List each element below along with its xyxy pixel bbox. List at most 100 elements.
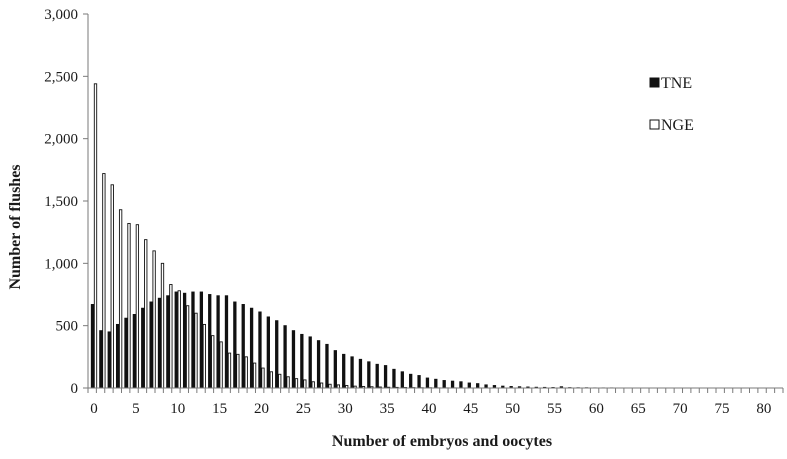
bar-tne [476,383,480,389]
bar-tne [182,292,187,389]
y-tick-label: 0 [71,381,79,397]
bar-nge [211,335,215,389]
bar-tne [358,358,363,389]
bar-tne [224,295,229,389]
x-tick-label: 40 [421,401,436,417]
bar-nge [219,341,223,389]
x-tick-label: 20 [254,401,269,417]
bar-nge [110,184,114,389]
bar-tne [132,314,137,389]
bar-tne [333,350,337,389]
bar-tne [375,363,379,389]
x-tick-label: 0 [90,401,98,417]
x-axis-title: Number of embryos and oocytes [332,433,552,450]
bar-tne [467,382,471,389]
bar-nge [118,209,123,389]
legend-label-nge: NGE [661,117,694,134]
bar-nge [294,378,299,389]
bar-tne [325,343,329,389]
bar-nge [328,383,332,389]
bar-nge [311,381,315,389]
bar-nge [169,284,173,389]
x-tick-label: 15 [212,401,227,417]
bar-tne [392,368,396,389]
bar-tne [350,356,354,389]
x-tick-label: 5 [132,401,140,417]
bar-nge [152,250,156,389]
bar-tne [291,330,296,389]
x-tick-label: 30 [338,401,353,417]
x-tick-label: 25 [296,401,311,417]
bar-tne [166,295,170,389]
bar-tne [90,304,95,389]
x-tick-label: 75 [715,401,730,417]
bar-tne [115,323,120,389]
bar-tne [400,371,404,389]
bar-tne [191,291,195,389]
x-tick-label: 60 [589,401,604,417]
x-axis-ticks: 0 5 10 15 20 25 30 35 40 45 50 55 60 65 70 75 80 [87,388,784,417]
y-axis-title: Number of flushes [7,164,24,289]
bar-tne [459,381,463,389]
bar-nge [144,239,148,389]
x-tick-label: 55 [547,401,562,417]
bar-tne [417,375,421,389]
bar-nge [160,262,165,389]
x-tick-label: 80 [756,401,771,417]
bar-nge [102,173,106,389]
bar-tne [266,316,270,389]
bar-tne [383,365,388,389]
bar-tne [258,311,262,389]
bar-nge [177,290,181,389]
bar-nge [319,382,324,389]
bar-tne [157,297,162,389]
bar-nge [244,356,248,389]
bar-tne [241,304,245,389]
bar-tne [199,291,204,389]
x-tick-label: 70 [673,401,688,417]
bar-tne [208,294,212,389]
x-tick-label: 50 [505,401,520,417]
y-tick-label: 2,000 [44,132,78,148]
bar-tne [249,307,254,389]
bar-nge [185,305,190,389]
bar-tne [107,331,111,389]
bar-tne [308,336,312,389]
x-tick-label: 35 [380,401,395,417]
y-tick-label: 500 [56,319,79,335]
y-tick-label: 1,000 [44,256,78,272]
y-tick-label: 1,500 [44,194,78,210]
bar-tne [283,325,287,389]
legend-swatch-nge [649,119,660,130]
legend: TNE NGE [649,75,694,134]
bar-nge [303,379,307,389]
bar-tne [149,301,153,389]
legend-label-tne: TNE [661,75,692,92]
bar-nge [135,224,140,389]
bar-tne [216,295,220,389]
bar-tne [367,361,371,389]
bar-nge [252,362,257,389]
bar-tne [409,373,413,389]
bar-tne [275,320,279,389]
bar-nge [236,353,240,389]
bar-tne [434,378,438,389]
y-tick-label: 3,000 [44,7,78,23]
bar-tne [233,301,237,389]
x-tick-label: 10 [170,401,185,417]
bar-nge [93,83,98,389]
bar-tne [316,340,321,389]
bar-nge [202,323,207,389]
bar-tne [124,317,128,389]
bar-nge [194,312,198,389]
bar-nge [278,373,282,389]
x-tick-label: 45 [463,401,478,417]
bar-nge [127,222,131,389]
bar-tne [300,333,304,389]
bar-nge [261,367,265,389]
bar-tne [425,377,430,389]
bar-tne [342,353,346,389]
bar-tne [442,380,446,389]
bar-nge [227,352,232,389]
